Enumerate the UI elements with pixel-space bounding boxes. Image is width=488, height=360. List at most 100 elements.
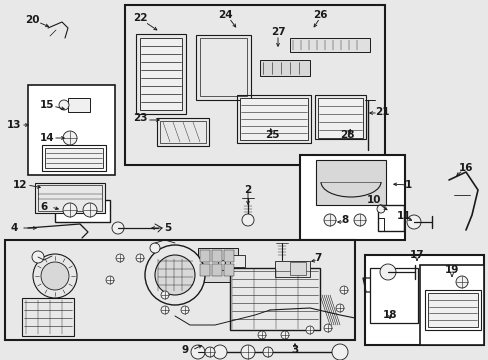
Circle shape xyxy=(242,214,253,226)
Bar xyxy=(364,255,483,345)
Circle shape xyxy=(305,326,313,334)
Bar xyxy=(200,250,209,262)
Text: 26: 26 xyxy=(312,10,326,20)
Text: 9: 9 xyxy=(181,345,188,355)
Text: 6: 6 xyxy=(41,202,47,212)
Circle shape xyxy=(112,222,124,234)
Text: 21: 21 xyxy=(374,107,388,117)
Circle shape xyxy=(155,255,195,295)
Bar xyxy=(289,262,305,275)
Circle shape xyxy=(263,347,272,357)
Text: 11: 11 xyxy=(396,211,410,221)
Bar xyxy=(156,257,194,293)
Bar xyxy=(68,98,90,112)
Circle shape xyxy=(32,251,44,263)
Circle shape xyxy=(213,345,226,359)
Circle shape xyxy=(339,286,347,294)
Circle shape xyxy=(455,276,467,288)
Bar xyxy=(289,38,369,52)
Circle shape xyxy=(63,131,77,145)
Text: 10: 10 xyxy=(366,195,381,205)
Bar xyxy=(196,35,250,100)
Bar xyxy=(22,298,74,336)
Circle shape xyxy=(145,245,204,305)
Bar xyxy=(35,183,105,213)
Circle shape xyxy=(59,100,69,110)
Bar xyxy=(229,268,319,330)
Bar xyxy=(377,205,403,231)
Text: 19: 19 xyxy=(444,265,458,275)
Circle shape xyxy=(379,264,395,280)
Bar xyxy=(314,95,365,139)
Text: 12: 12 xyxy=(13,180,27,190)
Bar xyxy=(140,38,182,110)
Circle shape xyxy=(324,214,335,226)
Text: 22: 22 xyxy=(132,13,147,23)
Circle shape xyxy=(281,331,288,339)
Bar xyxy=(240,98,307,140)
Text: 17: 17 xyxy=(409,250,424,260)
Circle shape xyxy=(33,254,77,298)
Bar xyxy=(427,293,477,327)
Text: 15: 15 xyxy=(40,100,54,110)
Circle shape xyxy=(161,291,169,299)
Bar xyxy=(212,250,222,262)
Circle shape xyxy=(136,254,143,262)
Bar xyxy=(160,121,205,143)
Bar xyxy=(237,95,310,143)
Circle shape xyxy=(181,306,189,314)
Bar xyxy=(200,38,246,96)
Bar xyxy=(224,255,244,267)
Bar xyxy=(198,248,238,282)
Text: 16: 16 xyxy=(458,163,472,173)
Circle shape xyxy=(335,304,343,312)
Bar xyxy=(424,290,480,330)
Circle shape xyxy=(241,345,254,359)
Text: 23: 23 xyxy=(132,113,147,123)
Circle shape xyxy=(161,306,169,314)
Bar xyxy=(5,240,354,340)
Bar xyxy=(224,264,234,276)
Circle shape xyxy=(106,276,114,284)
Text: 7: 7 xyxy=(314,253,321,263)
Circle shape xyxy=(41,262,69,290)
Circle shape xyxy=(406,215,420,229)
Circle shape xyxy=(83,203,97,217)
Bar xyxy=(157,118,208,146)
Circle shape xyxy=(331,344,347,360)
Text: 25: 25 xyxy=(264,130,279,140)
Text: 24: 24 xyxy=(217,10,232,20)
Bar xyxy=(200,264,209,276)
Bar xyxy=(38,185,102,211)
Text: 20: 20 xyxy=(25,15,39,25)
Circle shape xyxy=(324,324,331,332)
Circle shape xyxy=(376,205,384,213)
Bar xyxy=(369,268,417,323)
Circle shape xyxy=(116,254,124,262)
Bar xyxy=(317,98,362,138)
Text: 8: 8 xyxy=(341,215,348,225)
Bar xyxy=(212,264,222,276)
Text: 4: 4 xyxy=(10,223,18,233)
Bar xyxy=(274,261,309,277)
Circle shape xyxy=(204,347,215,357)
Bar xyxy=(315,160,385,205)
Text: 3: 3 xyxy=(291,345,298,355)
Bar xyxy=(260,60,309,76)
Text: 28: 28 xyxy=(339,130,353,140)
Bar xyxy=(55,200,110,222)
Text: 14: 14 xyxy=(40,133,54,143)
Text: 18: 18 xyxy=(382,310,396,320)
Circle shape xyxy=(353,214,365,226)
Text: 27: 27 xyxy=(270,27,285,37)
Bar xyxy=(42,145,106,171)
Bar xyxy=(28,85,115,175)
Bar xyxy=(218,260,229,270)
Circle shape xyxy=(258,331,265,339)
Text: 13: 13 xyxy=(7,120,21,130)
Bar xyxy=(299,155,404,240)
Text: 1: 1 xyxy=(404,180,411,190)
Circle shape xyxy=(63,203,77,217)
Bar xyxy=(45,148,103,168)
Bar xyxy=(419,265,483,345)
